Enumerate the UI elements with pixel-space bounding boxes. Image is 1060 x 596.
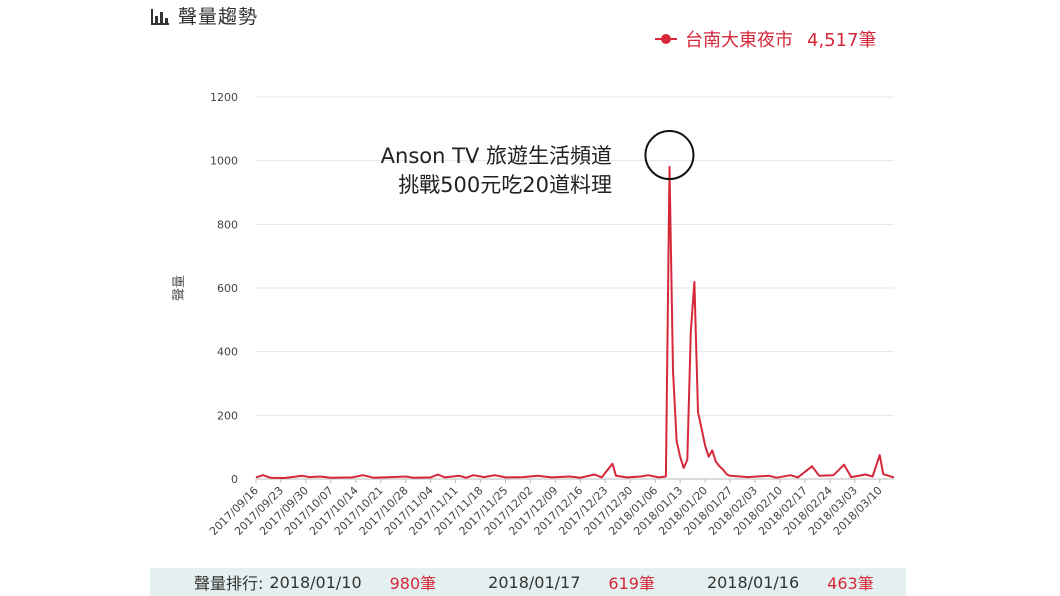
ranking-date-1: 2018/01/10 bbox=[269, 572, 362, 592]
bar-chart-icon bbox=[151, 8, 169, 25]
series-line-0 bbox=[255, 166, 895, 479]
ranking-value-3: 463筆 bbox=[827, 574, 874, 593]
ranking-date-2: 2018/01/17 bbox=[488, 572, 581, 592]
legend-marker-icon bbox=[655, 33, 677, 45]
legend-series-name: 台南大東夜市 bbox=[685, 30, 793, 51]
y-tick-label-0: 0 bbox=[231, 473, 238, 486]
chart-header: 聲量趨勢 bbox=[150, 2, 258, 29]
y-tick-label-800: 800 bbox=[217, 218, 238, 231]
ranking-bar: 聲量排行: 2018/01/10 980筆 2018/01/17 619筆 20… bbox=[150, 568, 906, 596]
chart-title: 聲量趨勢 bbox=[178, 6, 259, 28]
y-tick-label-200: 200 bbox=[217, 409, 238, 422]
ranking-value-2: 619筆 bbox=[608, 574, 655, 593]
legend-series-count: 4,517筆 bbox=[807, 30, 877, 51]
y-tick-label-1200: 1200 bbox=[210, 91, 238, 104]
ranking-date-3: 2018/01/16 bbox=[706, 572, 800, 592]
y-tick-label-600: 600 bbox=[217, 282, 238, 295]
y-axis-label: 聲量 bbox=[171, 275, 187, 301]
peak-highlight-circle bbox=[644, 130, 695, 181]
y-tick-label-400: 400 bbox=[217, 346, 238, 359]
annotation-line-1: Anson TV 旅遊生活頻道 bbox=[380, 144, 612, 168]
peak-annotation: Anson TV 旅遊生活頻道 挑戰500元吃20道料理 bbox=[340, 142, 612, 200]
annotation-line-2: 挑戰500元吃20道料理 bbox=[398, 173, 612, 197]
y-tick-label-1000: 1000 bbox=[210, 155, 238, 168]
legend-item[interactable]: 台南大東夜市 4,517筆 bbox=[655, 26, 877, 52]
ranking-value-1: 980筆 bbox=[389, 574, 437, 593]
ranking-label: 聲量排行: bbox=[194, 574, 264, 593]
